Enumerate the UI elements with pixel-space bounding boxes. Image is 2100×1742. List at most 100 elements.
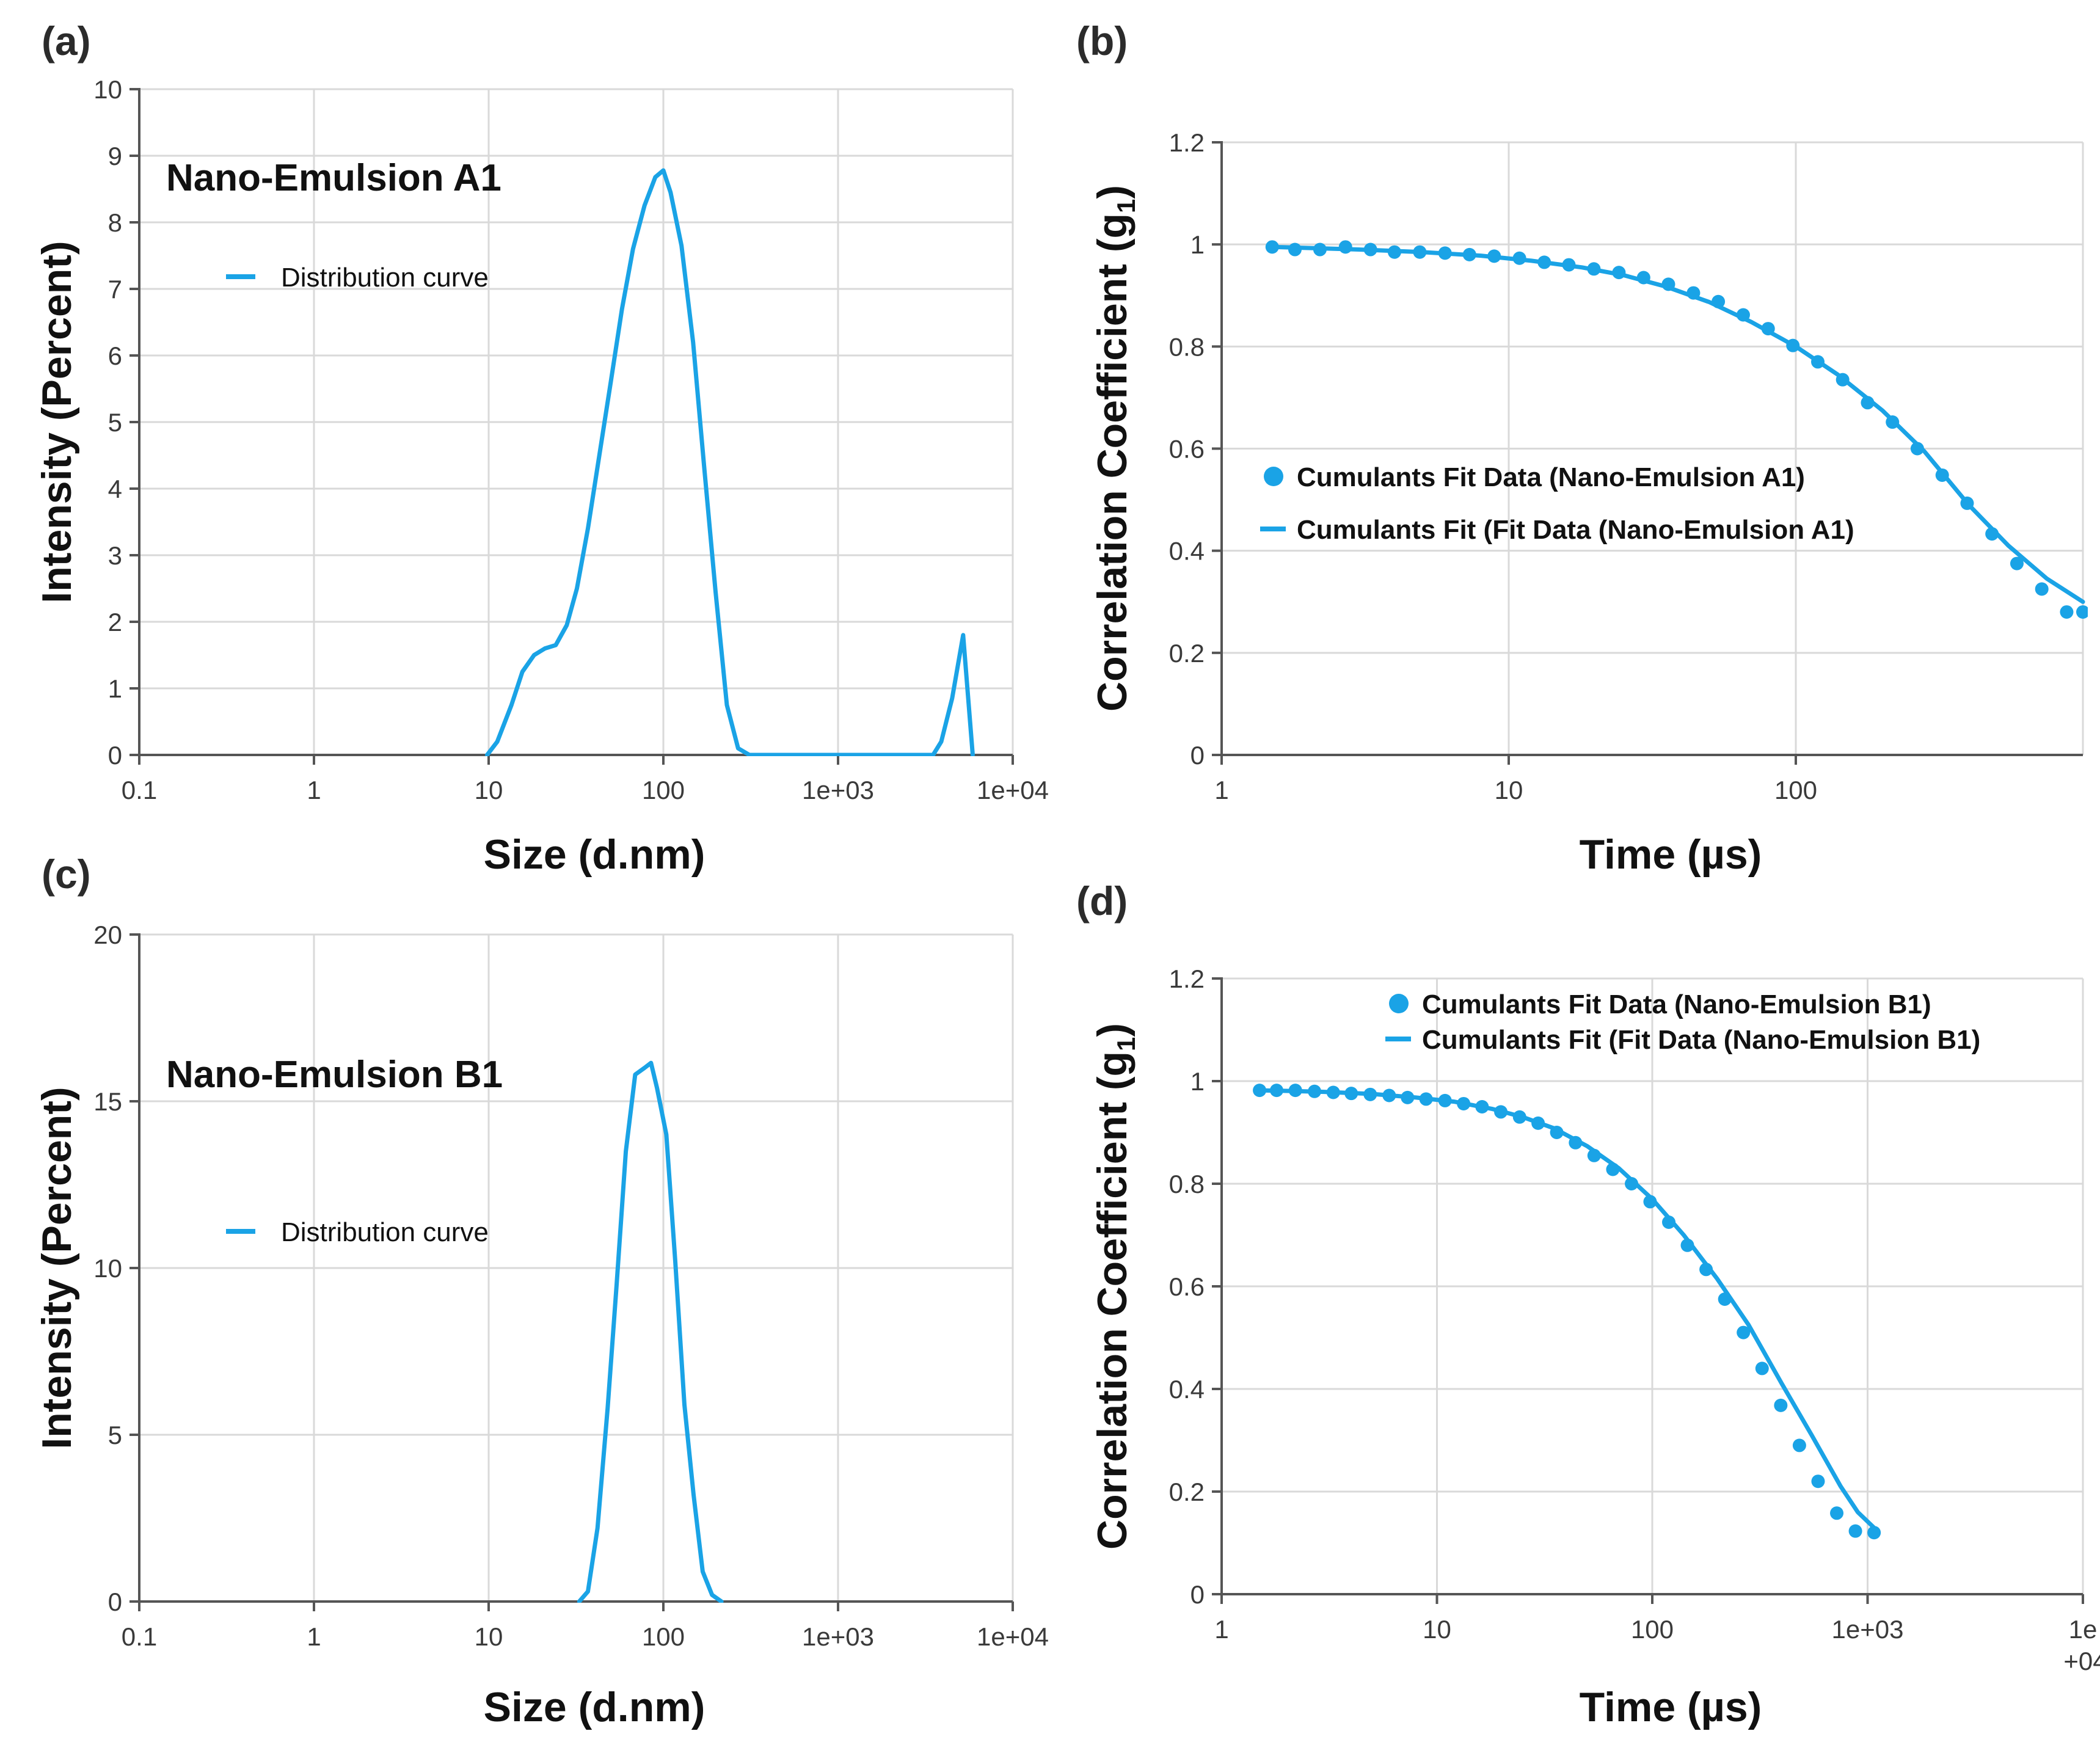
series-line bbox=[485, 168, 975, 756]
y-tick-label: 0.8 bbox=[1169, 332, 1205, 361]
data-point bbox=[2076, 605, 2088, 619]
data-point bbox=[1848, 1524, 1862, 1538]
x-tick-label: 1 bbox=[307, 776, 321, 804]
plot-area bbox=[1265, 240, 2088, 619]
data-point bbox=[1811, 355, 1825, 369]
data-point bbox=[1531, 1116, 1545, 1130]
panel-tag: (a) bbox=[42, 18, 91, 64]
y-tick-label: 4 bbox=[108, 475, 122, 503]
y-tick-label: 0.4 bbox=[1169, 537, 1205, 566]
legend-label: Cumulants Fit (Fit Data (Nano-Emulsion B… bbox=[1422, 1025, 1980, 1055]
data-point bbox=[1494, 1105, 1508, 1119]
x-tick-label: 1 bbox=[1214, 1615, 1228, 1644]
data-point bbox=[1363, 242, 1377, 257]
x-tick-label: 1e+03 bbox=[802, 1622, 874, 1651]
legend-label: Cumulants Fit Data (Nano-Emulsion B1) bbox=[1422, 989, 1931, 1019]
x-tick-label-part: 1 bbox=[1214, 1615, 1228, 1644]
data-point bbox=[1792, 1438, 1806, 1452]
x-tick-label-part: 0.1 bbox=[122, 776, 157, 804]
y-axis-title-close: ) bbox=[1089, 1023, 1136, 1037]
y-tick-label: 1 bbox=[1190, 230, 1205, 259]
x-tick-label: 10 bbox=[475, 1622, 503, 1651]
x-tick-label: 1 bbox=[1214, 776, 1228, 804]
inset-annotation: Nano-Emulsion B1 bbox=[166, 1054, 503, 1096]
y-tick-label: 9 bbox=[108, 142, 122, 170]
data-point bbox=[1643, 1195, 1657, 1209]
y-axis-title-subscript: 1 bbox=[1112, 1037, 1140, 1051]
y-tick-label: 0.6 bbox=[1169, 1272, 1205, 1301]
y-axis-title-main: Correlation Coefficient (g bbox=[1089, 1051, 1136, 1550]
data-point bbox=[1910, 442, 1924, 456]
y-tick-label: 6 bbox=[108, 341, 122, 370]
data-point bbox=[2035, 582, 2049, 596]
data-point bbox=[1313, 242, 1327, 257]
y-tick-label: 0.2 bbox=[1169, 1478, 1205, 1506]
y-axis-title-close: ) bbox=[1089, 185, 1136, 199]
data-point bbox=[1253, 1084, 1267, 1098]
y-tick-label: 15 bbox=[93, 1087, 122, 1116]
data-point bbox=[1886, 415, 1900, 429]
chart-panel-c: 0.1 1 10 100 1e+03 1e+04 0 5 10 15 20(c) Size (d.nm… bbox=[34, 851, 1049, 1730]
data-point bbox=[1419, 1092, 1433, 1106]
x-tick-label: 10 bbox=[1495, 776, 1523, 804]
series-line bbox=[1270, 244, 2085, 604]
data-point bbox=[1686, 286, 1701, 300]
plot-area bbox=[577, 1060, 724, 1603]
data-point bbox=[1867, 1526, 1881, 1540]
x-tick-label: 0.1 bbox=[122, 1622, 157, 1651]
y-tick-label: 10 bbox=[93, 1254, 122, 1283]
x-tick-label: 1e+04 bbox=[977, 1622, 1049, 1651]
data-point bbox=[1344, 1087, 1358, 1101]
data-point bbox=[1288, 242, 1302, 257]
legend-marker-swatch bbox=[1389, 994, 1409, 1013]
data-point bbox=[1413, 245, 1427, 259]
data-point bbox=[1462, 247, 1476, 261]
data-point bbox=[1308, 1084, 1322, 1098]
data-point bbox=[1265, 240, 1279, 254]
data-point bbox=[1562, 258, 1576, 272]
y-tick-label: 3 bbox=[108, 541, 122, 570]
x-tick-label-part: 10 bbox=[1495, 776, 1523, 804]
x-tick-label: 100 bbox=[1774, 776, 1817, 804]
data-point bbox=[1387, 245, 1401, 259]
data-point bbox=[1487, 249, 1501, 263]
data-point bbox=[1326, 1085, 1340, 1099]
data-point bbox=[1438, 1093, 1452, 1107]
plot-area bbox=[485, 168, 975, 756]
y-tick-label: 10 bbox=[93, 75, 122, 104]
x-tick-label-part: 1e+04 bbox=[977, 776, 1049, 804]
y-tick-label: 0 bbox=[1190, 741, 1205, 770]
x-axis-title: Size (d.nm) bbox=[484, 831, 705, 878]
y-axis-title: Correlation Coefficient (g1) bbox=[1089, 185, 1140, 712]
y-tick-label: 0 bbox=[108, 1587, 122, 1616]
x-tick-label: 10 bbox=[1423, 1615, 1451, 1644]
legend-marker-swatch bbox=[1264, 467, 1283, 486]
data-point bbox=[1712, 294, 1726, 308]
data-point bbox=[1786, 338, 1800, 352]
data-point bbox=[1288, 1084, 1302, 1098]
x-tick-label-part: 10 bbox=[1423, 1615, 1451, 1644]
y-tick-label: 1 bbox=[1190, 1067, 1205, 1096]
x-tick-label: 1e+04 bbox=[977, 776, 1049, 804]
data-point bbox=[1755, 1361, 1769, 1376]
y-tick-label: 20 bbox=[93, 920, 122, 949]
y-tick-label: 2 bbox=[108, 608, 122, 636]
data-point bbox=[2010, 556, 2024, 570]
data-point bbox=[1606, 1162, 1620, 1176]
data-point bbox=[1382, 1088, 1396, 1102]
y-axis-title-main: Correlation Coefficient (g bbox=[1089, 213, 1136, 712]
data-point bbox=[1550, 1126, 1564, 1139]
data-point bbox=[1438, 246, 1452, 260]
data-point bbox=[1569, 1135, 1583, 1150]
x-tick-label-part: 100 bbox=[1631, 1615, 1674, 1644]
data-point bbox=[1587, 262, 1601, 276]
x-tick-label: 0.1 bbox=[122, 776, 157, 804]
y-tick-label: 0.2 bbox=[1169, 639, 1205, 668]
x-tick-label: 100 bbox=[642, 776, 685, 804]
x-axis-title: Time (µs) bbox=[1580, 1684, 1762, 1730]
data-point bbox=[1662, 1215, 1676, 1229]
y-axis-title-subscript: 1 bbox=[1112, 199, 1140, 213]
data-point bbox=[1625, 1177, 1639, 1190]
panel-tag: (d) bbox=[1076, 878, 1128, 924]
x-tick-label-part: 10 bbox=[475, 1622, 503, 1651]
